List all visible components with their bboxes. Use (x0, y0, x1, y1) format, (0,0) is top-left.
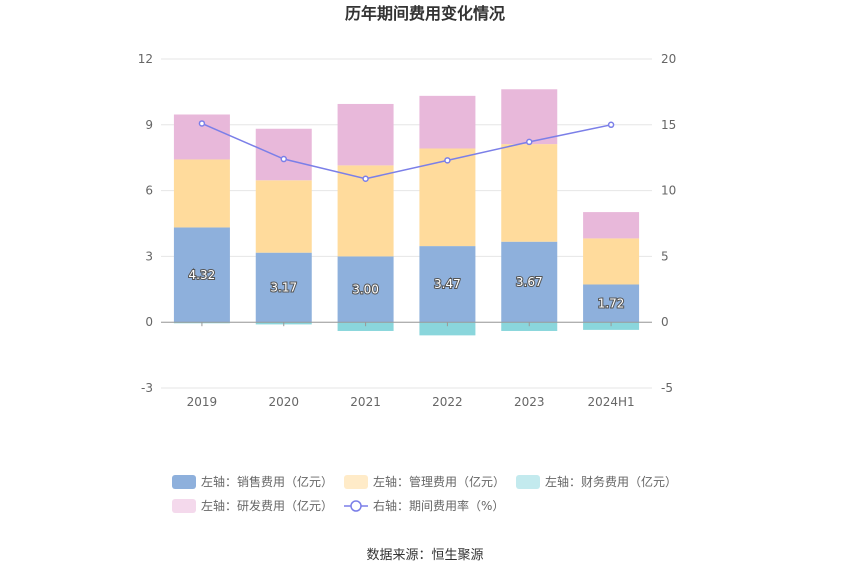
rate-point (198, 120, 206, 127)
legend-label: 左轴：研发费用（亿元） (201, 498, 333, 513)
bar-segment (337, 322, 394, 331)
left-axis: 12 9 6 3 0 -3 (138, 52, 153, 395)
legend-label: 右轴：期间费用率（%） (373, 498, 504, 513)
bar-segment (337, 103, 394, 166)
legend-swatch (172, 475, 196, 489)
data-label: 3.17 (270, 280, 297, 294)
rate-line (198, 120, 615, 183)
chart-title: 历年期间费用变化情况 (345, 4, 505, 23)
bar-segment (501, 241, 558, 323)
x-tick-label: 2020 (268, 395, 299, 409)
bar-segment (419, 95, 476, 149)
rate-line-path (201, 122, 612, 180)
x-tick-label: 2022 (432, 395, 463, 409)
right-tick-label: 0 (661, 315, 669, 329)
rate-point (444, 157, 451, 164)
x-tick-label: 2024H1 (587, 395, 634, 409)
data-label: 1.72 (598, 296, 625, 310)
right-axis: 20 15 10 5 0 -5 (661, 52, 676, 395)
left-tick-label: 12 (138, 52, 153, 66)
legend-item[interactable]: 左轴：研发费用（亿元） (172, 498, 333, 513)
right-tick-label: 15 (661, 118, 676, 132)
source-note: 数据来源：恒生聚源 (366, 548, 483, 563)
legend-swatch (172, 499, 196, 513)
right-tick-label: 20 (661, 52, 676, 66)
bar-segment (255, 252, 312, 323)
bar-segment (337, 256, 394, 323)
bar-segment (501, 144, 558, 242)
right-tick-label: 10 (661, 184, 676, 198)
legend-marker (350, 500, 362, 512)
bar-segment (501, 89, 558, 145)
legend-item[interactable]: 右轴：期间费用率（%） (344, 498, 504, 513)
right-tick-label: -5 (661, 381, 673, 395)
bar-labels: 4.32 3.17 3.00 3.47 3.67 1.72 (188, 267, 626, 312)
right-tick-label: 5 (661, 249, 669, 263)
left-tick-label: 0 (145, 315, 153, 329)
bar-segment (255, 180, 312, 253)
bar-segment (583, 284, 640, 323)
bar-segment (583, 238, 640, 285)
rate-point (362, 175, 369, 183)
x-tick-label: 2019 (187, 395, 218, 409)
legend-swatch (516, 475, 540, 489)
x-tick-label: 2021 (350, 395, 381, 409)
legend-item[interactable]: 左轴：销售费用（亿元） (172, 474, 333, 489)
bar-segment (255, 128, 312, 181)
legend-item[interactable]: 左轴：管理费用（亿元） (344, 474, 505, 489)
left-tick-label: 6 (145, 184, 153, 198)
data-label: 3.67 (516, 275, 543, 289)
rate-point (280, 155, 287, 163)
legend-swatch (344, 475, 368, 489)
rate-point (526, 138, 533, 146)
legend[interactable]: 左轴：销售费用（亿元） 左轴：管理费用（亿元） 左轴：财务费用（亿元） 左轴：研发费用… (172, 474, 677, 513)
bar-segment (419, 322, 476, 336)
bar-segment (173, 159, 230, 228)
left-tick-label: 9 (145, 118, 153, 132)
rate-point (607, 121, 615, 129)
legend-label: 左轴：销售费用（亿元） (201, 474, 333, 489)
left-tick-label: 3 (145, 249, 153, 263)
bar-segment (501, 322, 558, 331)
data-label: 4.32 (189, 268, 216, 282)
bar-segment (419, 246, 476, 323)
bars (173, 89, 640, 336)
data-label: 3.00 (352, 282, 379, 296)
legend-label: 左轴：管理费用（亿元） (373, 474, 505, 489)
x-tick-label: 2023 (514, 395, 545, 409)
grid (161, 58, 652, 389)
x-axis: 2019 2020 2021 2022 2023 2024H1 (187, 322, 635, 409)
left-tick-label: -3 (141, 381, 153, 395)
legend-label: 左轴：财务费用（亿元） (545, 474, 677, 489)
bar-segment (173, 227, 230, 323)
bar-segment (583, 212, 640, 239)
data-label: 3.47 (434, 277, 461, 291)
legend-item[interactable]: 左轴：财务费用（亿元） (516, 474, 677, 489)
